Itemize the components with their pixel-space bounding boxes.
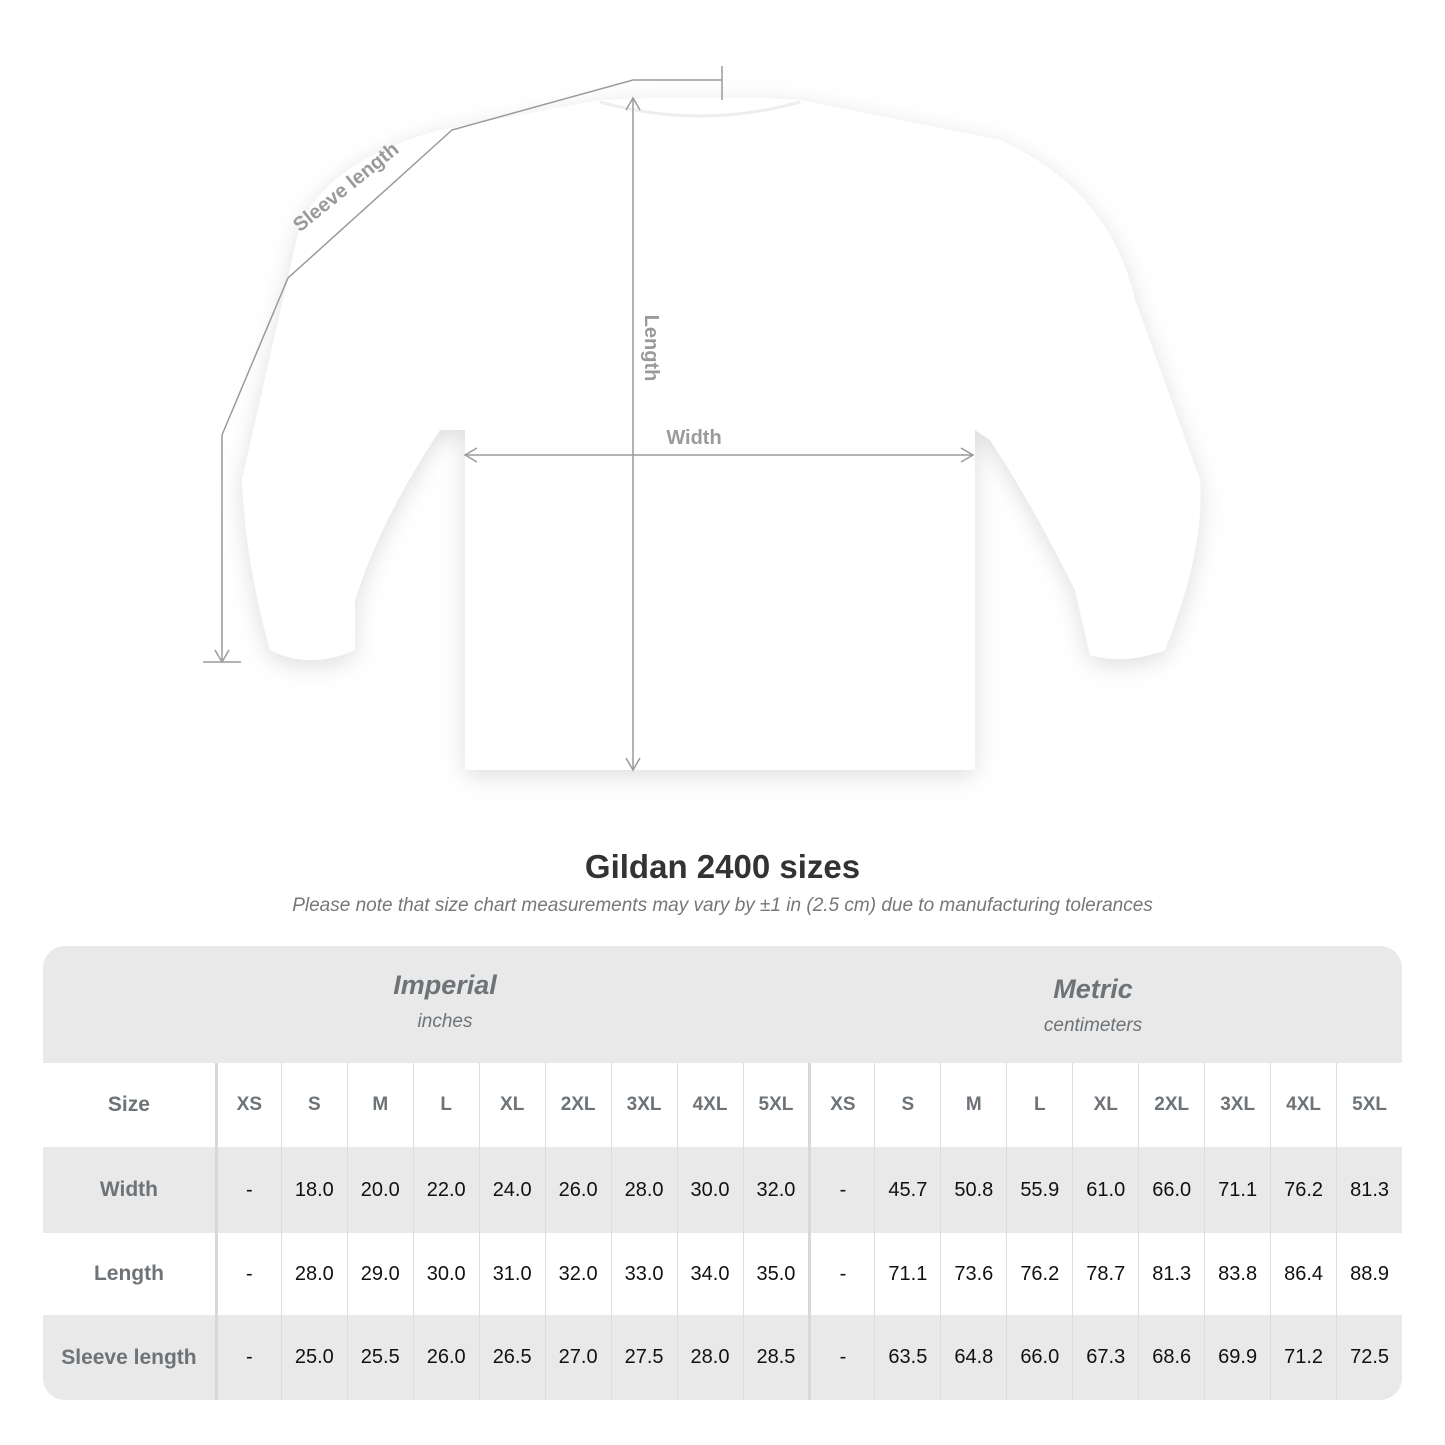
imperial-value: 18.0 xyxy=(280,1147,347,1233)
metric-value: 66.0 xyxy=(1006,1315,1072,1400)
imperial-group-header: Imperial inches xyxy=(215,970,675,1033)
imperial-value: 28.0 xyxy=(280,1233,347,1315)
imperial-value: 25.0 xyxy=(280,1315,347,1400)
table-row: Width -18.0 20.0 22.0 24.0 26.0 28.0 30.0 32.0-4… xyxy=(43,1147,1402,1233)
imperial-value: 24.0 xyxy=(478,1147,545,1233)
metric-size-S: S xyxy=(874,1063,940,1147)
metric-size-M: M xyxy=(940,1063,1006,1147)
imperial-value: 25.5 xyxy=(346,1315,413,1400)
metric-value: 88.9 xyxy=(1336,1233,1402,1315)
metric-size-3XL: 3XL xyxy=(1204,1063,1270,1147)
metric-value: 66.0 xyxy=(1138,1147,1204,1233)
imperial-value: - xyxy=(214,1233,281,1315)
metric-value: 69.9 xyxy=(1204,1315,1270,1400)
metric-value: 73.6 xyxy=(940,1233,1006,1315)
imperial-value: 27.0 xyxy=(544,1315,611,1400)
imperial-value: - xyxy=(214,1147,281,1233)
metric-value: - xyxy=(808,1233,874,1315)
metric-value: 78.7 xyxy=(1072,1233,1138,1315)
metric-value: 63.5 xyxy=(874,1315,940,1400)
metric-size-XL: XL xyxy=(1072,1063,1138,1147)
sleeve-length-line xyxy=(221,79,722,660)
imperial-unit: inches xyxy=(417,1011,473,1032)
imperial-value: 35.0 xyxy=(742,1233,809,1315)
imperial-size-4XL: 4XL xyxy=(676,1063,743,1147)
metric-title: Metric xyxy=(1053,974,1133,1004)
imperial-value: 26.0 xyxy=(412,1315,479,1400)
metric-value: 68.6 xyxy=(1138,1315,1204,1400)
metric-value: 45.7 xyxy=(874,1147,940,1233)
imperial-value: 28.0 xyxy=(676,1315,743,1400)
tolerance-note: Please note that size chart measurements… xyxy=(292,895,1153,916)
row-label: Width xyxy=(99,1178,158,1201)
metric-value: 71.1 xyxy=(874,1233,940,1315)
metric-value: 61.0 xyxy=(1072,1147,1138,1233)
imperial-size-L: L xyxy=(412,1063,479,1147)
metric-value: 71.2 xyxy=(1270,1315,1336,1400)
metric-unit: centimeters xyxy=(1043,1015,1143,1036)
metric-value: 76.2 xyxy=(1006,1233,1072,1315)
imperial-value: 33.0 xyxy=(610,1233,677,1315)
imperial-value: 26.5 xyxy=(478,1315,545,1400)
metric-value: 64.8 xyxy=(940,1315,1006,1400)
row-label: Length xyxy=(93,1262,164,1285)
imperial-size-XS: XS xyxy=(214,1063,281,1147)
metric-value: - xyxy=(808,1315,874,1400)
size-label: Size xyxy=(107,1093,150,1116)
metric-value: 55.9 xyxy=(1006,1147,1072,1233)
imperial-size-2XL: 2XL xyxy=(544,1063,611,1147)
metric-size-4XL: 4XL xyxy=(1270,1063,1336,1147)
imperial-title: Imperial xyxy=(393,970,497,1000)
metric-value: 76.2 xyxy=(1270,1147,1336,1233)
imperial-size-5XL: 5XL xyxy=(742,1063,809,1147)
metric-size-5XL: 5XL xyxy=(1336,1063,1402,1147)
row-label: Sleeve length xyxy=(61,1345,197,1369)
imperial-size-XL: XL xyxy=(478,1063,545,1147)
metric-value: 50.8 xyxy=(940,1147,1006,1233)
length-label: Length xyxy=(640,315,662,382)
metric-value: - xyxy=(808,1147,874,1233)
metric-value: 81.3 xyxy=(1138,1233,1204,1315)
metric-value: 86.4 xyxy=(1270,1233,1336,1315)
imperial-value: 27.5 xyxy=(610,1315,677,1400)
metric-group-header: Metric centimeters xyxy=(863,974,1323,1037)
metric-value: 81.3 xyxy=(1336,1147,1402,1233)
shirt-diagram: Sleeve length Length Width xyxy=(203,66,1201,772)
imperial-value: 30.0 xyxy=(412,1233,479,1315)
long-sleeve-shirt-illustration xyxy=(242,97,1201,770)
unit-header-band xyxy=(43,946,1402,1063)
width-label: Width xyxy=(666,427,721,449)
imperial-value: - xyxy=(214,1315,281,1400)
imperial-size-S: S xyxy=(280,1063,347,1147)
metric-value: 83.8 xyxy=(1204,1233,1270,1315)
imperial-value: 31.0 xyxy=(478,1233,545,1315)
imperial-value: 29.0 xyxy=(346,1233,413,1315)
measurement-lines xyxy=(203,66,975,772)
imperial-size-3XL: 3XL xyxy=(610,1063,677,1147)
table-row: Length -28.0 29.0 30.0 31.0 32.0 33.0 34.0 35.0-… xyxy=(43,1233,1402,1315)
imperial-value: 20.0 xyxy=(346,1147,413,1233)
imperial-value: 30.0 xyxy=(676,1147,743,1233)
metric-size-2XL: 2XL xyxy=(1138,1063,1204,1147)
size-header-row: Size XS S M L XL 2XL 3XL 4XL 5XL XS S M L XL 2XL 3XL 4XL 5… xyxy=(43,1063,1402,1147)
imperial-value: 28.0 xyxy=(610,1147,677,1233)
imperial-value: 34.0 xyxy=(676,1233,743,1315)
metric-size-XS: XS xyxy=(808,1063,874,1147)
imperial-value: 26.0 xyxy=(544,1147,611,1233)
metric-value: 72.5 xyxy=(1336,1315,1402,1400)
imperial-value: 28.5 xyxy=(742,1315,809,1400)
metric-value: 71.1 xyxy=(1204,1147,1270,1233)
table-row: Sleeve length -25.0 25.5 26.0 26.5 27.0 27.5 28… xyxy=(43,1315,1402,1400)
page-title: Gildan 2400 sizes xyxy=(584,848,861,885)
imperial-value: 22.0 xyxy=(412,1147,479,1233)
size-table: Imperial inches Metric centimeters Size X… xyxy=(43,946,1402,1400)
imperial-size-M: M xyxy=(346,1063,413,1147)
metric-value: 67.3 xyxy=(1072,1315,1138,1400)
metric-size-L: L xyxy=(1006,1063,1072,1147)
imperial-value: 32.0 xyxy=(742,1147,809,1233)
imperial-value: 32.0 xyxy=(544,1233,611,1315)
